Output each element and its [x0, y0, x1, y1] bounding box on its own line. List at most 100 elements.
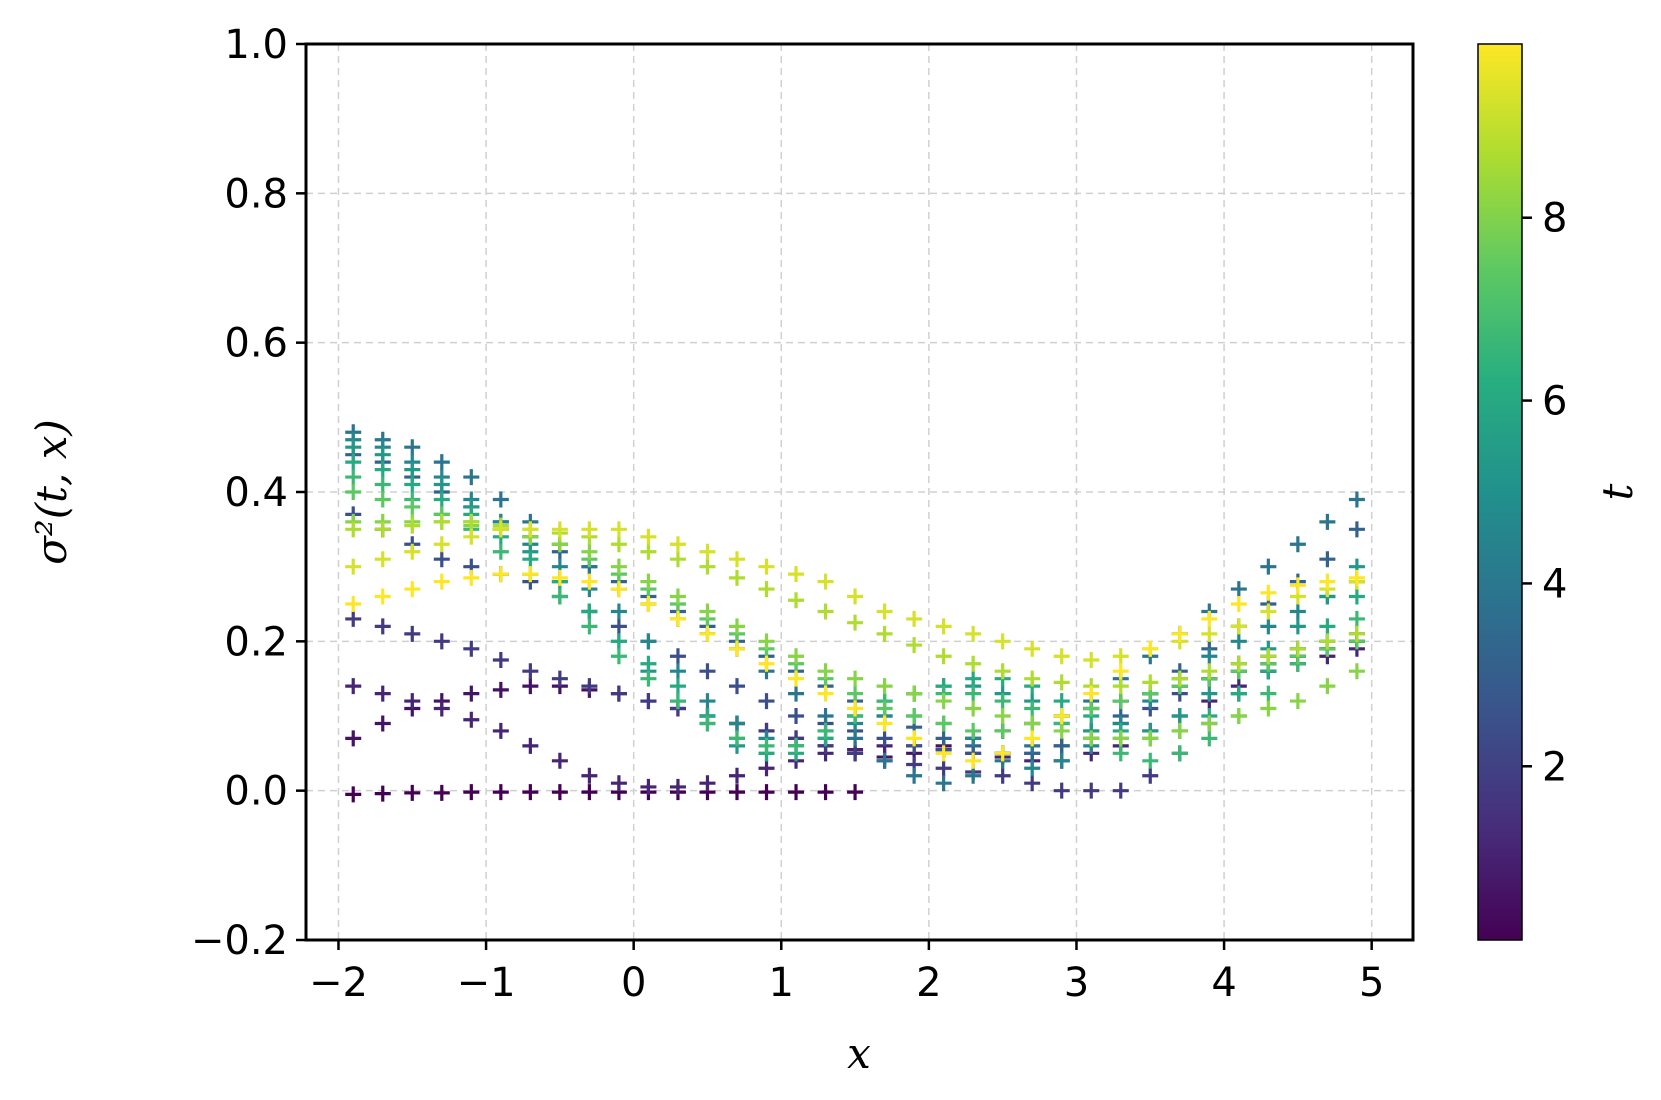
plus-marker	[492, 722, 509, 739]
colorbar-tick-label: 6	[1542, 379, 1567, 425]
plus-marker	[1142, 767, 1159, 784]
plus-marker	[404, 784, 421, 801]
plus-marker	[374, 685, 391, 702]
plus-marker	[994, 663, 1011, 680]
plus-marker	[994, 708, 1011, 724]
plus-marker	[728, 730, 745, 747]
plus-marker	[699, 663, 716, 680]
plus-marker	[1319, 618, 1336, 635]
plus-marker	[610, 618, 627, 635]
plus-marker	[699, 693, 716, 710]
plus-marker	[433, 700, 450, 717]
plus-marker	[433, 573, 450, 590]
plus-marker	[847, 614, 864, 631]
plus-marker	[1201, 625, 1218, 642]
plus-marker	[847, 700, 864, 717]
y-tick-label: 1.0	[224, 22, 288, 68]
plus-marker	[817, 685, 834, 702]
plus-marker	[1230, 685, 1247, 702]
series-t-9.9	[345, 566, 1365, 769]
plus-marker	[345, 521, 362, 538]
plus-marker	[374, 551, 391, 568]
plus-marker	[640, 633, 657, 650]
plus-marker	[758, 558, 775, 575]
plus-marker	[581, 543, 598, 560]
plus-marker	[728, 767, 745, 784]
plus-marker	[1024, 715, 1041, 732]
colorbar-label: t	[1593, 483, 1642, 500]
plus-marker	[669, 588, 686, 605]
plus-marker	[404, 476, 421, 493]
plus-marker	[1260, 603, 1277, 620]
plus-marker	[1319, 513, 1336, 530]
plus-marker	[1024, 775, 1041, 792]
colorbar-ticks: 2 4 6 8	[1522, 196, 1567, 790]
colorbar	[1477, 43, 1523, 941]
plus-marker	[788, 566, 805, 583]
plus-marker	[1083, 685, 1100, 702]
plus-marker	[374, 785, 391, 802]
plus-marker	[906, 708, 923, 724]
y-tick-label: 0.6	[224, 321, 288, 367]
plus-marker	[728, 551, 745, 568]
y-tick-label: −0.2	[191, 918, 288, 964]
plus-marker	[404, 625, 421, 642]
plus-marker	[935, 715, 952, 732]
plus-marker	[610, 536, 627, 553]
plus-marker	[817, 708, 834, 724]
plus-marker	[345, 454, 362, 471]
plus-marker	[758, 784, 775, 801]
plus-marker	[1230, 581, 1247, 598]
plus-marker	[728, 784, 745, 801]
x-tick-label: 5	[1359, 960, 1384, 1006]
plus-marker	[610, 648, 627, 665]
plus-marker	[345, 786, 362, 803]
plus-marker	[935, 730, 952, 747]
plus-marker	[906, 610, 923, 627]
x-axis-ticks: −2 −1 0 1 2 3 4 5	[309, 940, 1384, 1006]
plus-marker	[935, 648, 952, 665]
plus-marker	[699, 625, 716, 642]
plus-marker	[817, 784, 834, 801]
plus-marker	[1348, 625, 1365, 642]
plus-marker	[1230, 596, 1247, 612]
plus-marker	[1053, 752, 1070, 769]
plus-marker	[965, 722, 982, 739]
x-tick-label: −1	[457, 960, 516, 1006]
plus-marker	[492, 652, 509, 668]
plus-marker	[1112, 663, 1129, 680]
plus-marker	[463, 711, 480, 728]
plus-marker	[699, 775, 716, 792]
plus-marker	[994, 722, 1011, 739]
y-tick-label: 0.0	[224, 769, 288, 815]
plus-marker	[551, 784, 568, 801]
plus-marker	[640, 528, 657, 545]
plus-marker	[463, 528, 480, 545]
x-tick-label: −2	[309, 960, 368, 1006]
plus-marker	[1171, 670, 1188, 687]
plus-marker	[1319, 633, 1336, 650]
plus-marker	[876, 752, 893, 769]
plus-marker	[994, 745, 1011, 762]
data-markers	[345, 424, 1365, 803]
plus-marker	[1112, 678, 1129, 695]
plus-marker	[433, 491, 450, 508]
plus-marker	[1083, 782, 1100, 799]
plus-marker	[581, 573, 598, 590]
plus-marker	[404, 693, 421, 710]
plus-marker	[551, 752, 568, 769]
plus-marker	[994, 693, 1011, 710]
plus-marker	[965, 670, 982, 687]
plus-marker	[492, 491, 509, 508]
plus-marker	[433, 551, 450, 568]
plus-marker	[1201, 663, 1218, 680]
plus-marker	[374, 521, 391, 538]
plus-marker	[728, 678, 745, 695]
plus-marker	[876, 678, 893, 695]
x-tick-label: 0	[621, 960, 646, 1006]
plus-marker	[1348, 610, 1365, 627]
plus-marker	[404, 517, 421, 534]
plus-marker	[433, 454, 450, 471]
colorbar-tick-label: 4	[1542, 561, 1567, 607]
plus-marker	[640, 596, 657, 612]
